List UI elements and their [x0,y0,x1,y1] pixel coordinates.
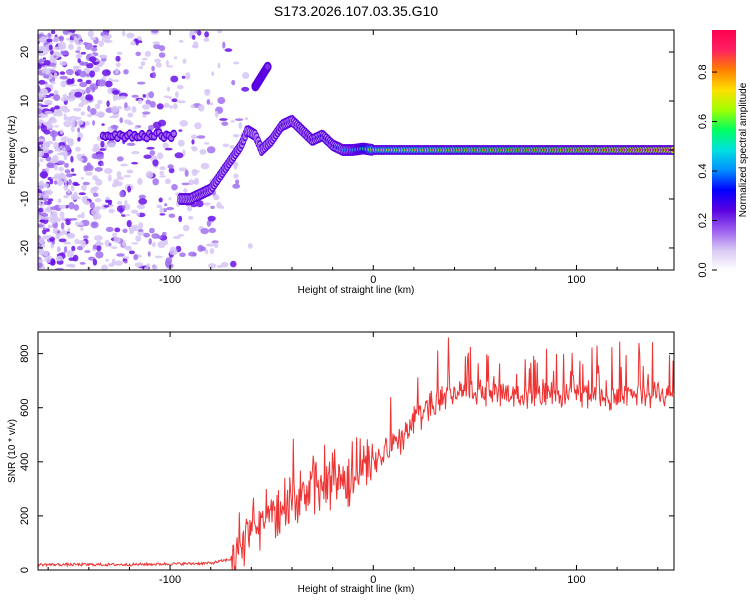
spectrogram-xlabel: Height of straight line (km) [298,285,415,296]
spectrogram-xtick-label: 100 [567,274,585,286]
spectrogram-ridge [177,115,674,205]
snr-ticks: -100 0 100 0 200 400 600 800 [19,332,674,586]
colorbar-tick-label: 0.8 [697,64,709,79]
spectrogram-ytick-label: -10 [19,191,31,207]
snr-xtick-label: 0 [370,574,376,586]
colorbar-gradient [712,30,736,270]
snr-marks [38,337,674,570]
colorbar-ticks: 0.0 0.2 0.4 0.6 0.8 [697,64,717,278]
snr-xlabel: Height of straight line (km) [298,584,415,595]
colorbar-tick-label: 0.4 [697,163,709,178]
spectrogram-noise [38,30,253,270]
spectrogram-ytick-label: 10 [19,95,31,107]
colorbar-tick-label: 0.0 [697,262,709,277]
snr-xtick-label: -100 [159,574,181,586]
spectrogram-xtick-label: -100 [159,274,181,286]
spectrogram-xtick-label: 0 [370,274,376,286]
figure-title: S173.2026.107.03.35.G10 [274,3,438,19]
spectrogram-marks [38,30,674,270]
spectrogram-side-band [99,128,177,143]
snr-ytick-label: 400 [19,453,31,471]
snr-ytick-label: 800 [19,344,31,362]
spectrogram-ylabel: Frequency (Hz) [7,116,18,185]
spectrogram-ytick-label: 0 [19,147,31,153]
colorbar-label: Normalized spectral amplitude [738,82,749,217]
snr-series-line [38,337,674,570]
snr-ytick-label: 600 [19,399,31,417]
spectrogram-ytick-label: -20 [19,240,31,256]
spectrogram-ytick-label: 20 [19,46,31,58]
snr-ytick-label: 0 [19,567,31,573]
colorbar-tick-label: 0.2 [697,213,709,228]
snr-panel: -100 0 100 0 200 400 600 800 Height of straight… [7,331,675,595]
snr-xtick-label: 100 [567,574,585,586]
colorbar: 0.0 0.2 0.4 0.6 0.8 Normalized spectral ampl… [697,30,749,278]
snr-ylabel: SNR (10 * v/v) [7,419,18,483]
colorbar-tick-label: 0.6 [697,114,709,129]
spectrogram-streak [251,61,272,92]
snr-ytick-label: 200 [19,507,31,525]
